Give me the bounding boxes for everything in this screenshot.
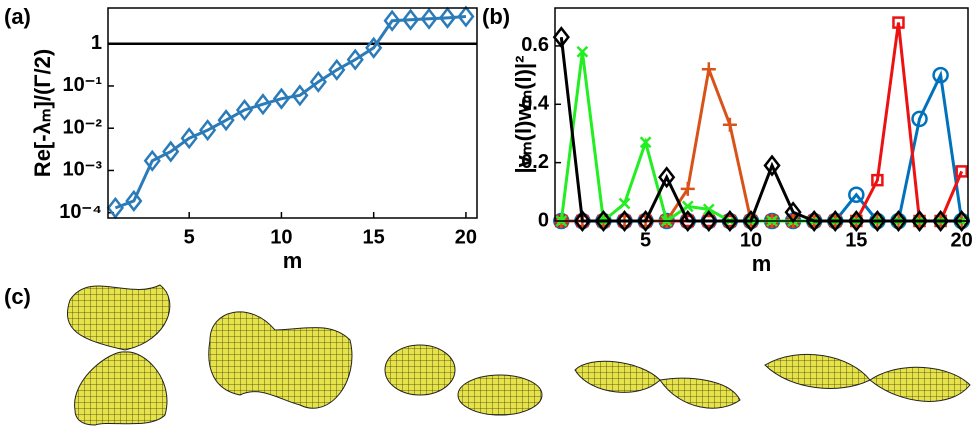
marker <box>438 6 457 29</box>
marker <box>911 110 928 128</box>
y-tick-label: 1 <box>91 32 102 54</box>
marker <box>217 109 235 132</box>
marker <box>680 181 695 196</box>
marker <box>420 7 438 30</box>
marker <box>365 36 383 59</box>
marker <box>254 93 272 116</box>
marker <box>106 196 124 219</box>
marker <box>235 98 254 122</box>
marker <box>868 209 886 233</box>
x-tick-label: 20 <box>455 226 477 248</box>
marker <box>637 209 655 233</box>
y-tick-label: 10⁻³ <box>63 159 103 181</box>
x-tick-label: 5 <box>640 229 651 251</box>
marker <box>721 209 739 233</box>
x-tick-label: 20 <box>951 229 973 251</box>
panel-label: (b) <box>482 4 510 29</box>
marker <box>199 119 217 142</box>
marker <box>932 66 949 84</box>
marker <box>722 117 737 132</box>
y-axis-label: |vₘ(l)wₘ(l)|² <box>511 56 536 174</box>
marker <box>162 140 180 163</box>
marker <box>618 197 631 210</box>
marker <box>272 87 291 110</box>
marker <box>143 149 161 172</box>
x-axis-label: m <box>752 251 772 276</box>
series-line <box>561 63 962 223</box>
marker <box>701 62 716 77</box>
marker <box>826 209 844 233</box>
marker <box>615 209 634 233</box>
marker <box>953 209 971 233</box>
marker <box>291 84 309 107</box>
y-tick-label: 0.2 <box>521 151 549 173</box>
axes-frame <box>107 7 478 219</box>
marker <box>457 5 475 28</box>
marker <box>847 209 865 233</box>
y-axis-label: Re[-λₘ]/(Γ/2) <box>30 49 55 177</box>
x-tick-label: 10 <box>740 229 762 251</box>
marker <box>309 70 327 93</box>
y-tick-label: 0 <box>538 209 549 231</box>
marker <box>892 16 905 29</box>
marker <box>639 136 652 149</box>
y-tick-label: 10⁻¹ <box>63 74 103 96</box>
surface-renderings <box>66 284 971 426</box>
marker <box>679 209 697 233</box>
marker <box>742 209 760 233</box>
marker <box>848 186 865 203</box>
panel-label: (a) <box>4 4 31 29</box>
marker <box>180 127 198 150</box>
y-tick-label: 0.4 <box>521 93 550 115</box>
x-tick-label: 15 <box>363 226 385 248</box>
marker <box>910 209 929 233</box>
x-tick-label: 10 <box>270 226 292 248</box>
marker <box>328 58 346 81</box>
marker <box>552 26 570 49</box>
panel-label: (c) <box>4 284 31 309</box>
series-line <box>114 15 467 210</box>
marker <box>401 8 420 31</box>
marker <box>955 165 968 178</box>
x-tick-label: 5 <box>184 226 195 248</box>
marker <box>576 45 589 58</box>
y-tick-label: 10⁻² <box>63 116 103 138</box>
marker <box>573 209 591 233</box>
marker <box>383 9 401 32</box>
marker <box>763 154 781 177</box>
marker <box>594 209 613 233</box>
marker <box>871 173 884 187</box>
marker <box>932 209 950 233</box>
marker <box>346 48 364 71</box>
marker <box>700 209 718 233</box>
axes-frame <box>554 7 969 222</box>
marker <box>702 203 715 216</box>
marker <box>681 200 694 213</box>
marker <box>125 189 143 212</box>
y-tick-label: 10⁻⁴ <box>59 201 102 223</box>
marker <box>805 209 823 233</box>
marker <box>658 166 676 189</box>
x-axis-label: m <box>283 248 303 273</box>
x-tick-label: 15 <box>845 229 867 251</box>
y-tick-label: 0.6 <box>521 34 549 56</box>
marker <box>889 209 908 233</box>
